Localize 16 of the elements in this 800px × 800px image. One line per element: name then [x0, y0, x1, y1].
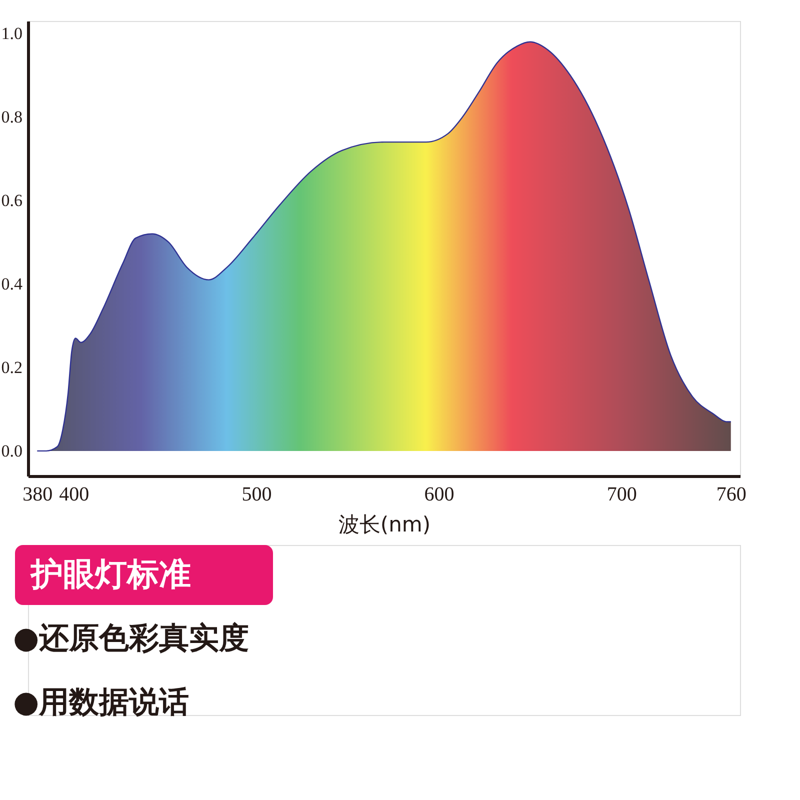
y-tick-label: 0.8 — [1, 108, 22, 127]
x-tick-label: 400 — [59, 484, 90, 506]
y-tick-label: 0.0 — [1, 441, 22, 460]
y-tick-label: 0.4 — [1, 274, 23, 294]
x-tick-label: 600 — [424, 484, 454, 506]
text: ●还原色彩真实度 — [13, 621, 250, 656]
x-tick-label: 700 — [606, 484, 637, 506]
text: 护眼灯标准 — [30, 555, 191, 593]
x-axis-title: 波长(nm) — [338, 512, 431, 536]
y-tick-label: 0.2 — [1, 358, 22, 377]
x-tick-label: 500 — [242, 484, 272, 506]
x-tick-label: 380 — [22, 484, 53, 506]
y-tick-label: 1.0 — [1, 24, 22, 44]
x-tick-label: 760 — [716, 484, 746, 506]
text: ●用数据说话 — [13, 685, 190, 720]
y-tick-label: 0.6 — [1, 190, 22, 210]
